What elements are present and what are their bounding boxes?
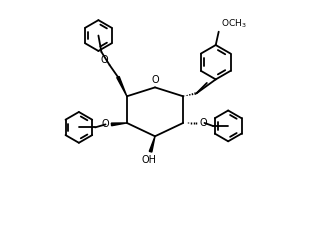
Text: O: O — [100, 55, 108, 64]
Text: O: O — [199, 118, 207, 128]
Text: OCH$_3$: OCH$_3$ — [221, 18, 247, 30]
Text: O: O — [151, 75, 159, 85]
Polygon shape — [111, 123, 127, 126]
Polygon shape — [149, 136, 155, 152]
Polygon shape — [117, 77, 127, 96]
Text: OH: OH — [142, 155, 157, 165]
Text: O: O — [101, 119, 109, 129]
